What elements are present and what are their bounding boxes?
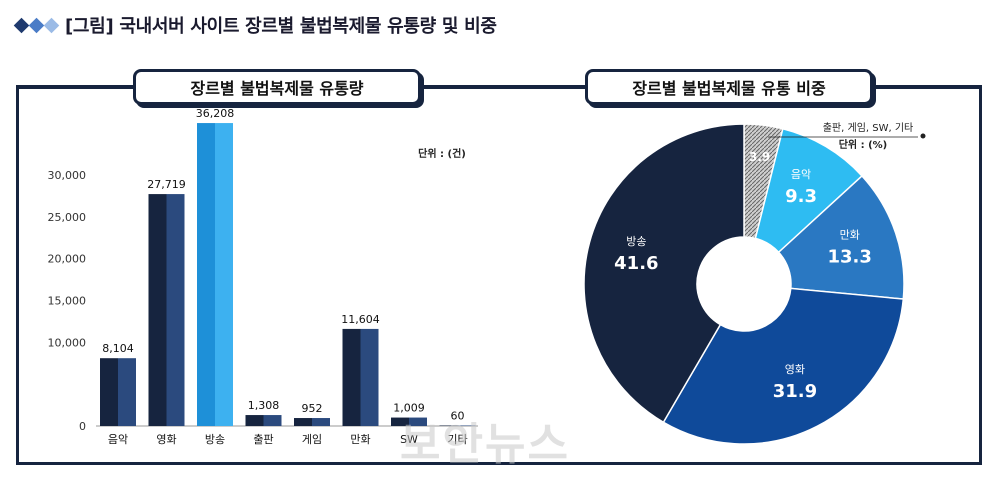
pie-slice-name: 영화 <box>785 363 805 376</box>
pie-slice-value: 3.9 <box>749 150 770 164</box>
x-tick-label: 출판 <box>253 433 273 446</box>
bar-shade-음악 <box>118 358 136 426</box>
bar-shade-기타 <box>457 425 476 426</box>
bar-만화 <box>342 328 361 426</box>
x-tick-label: 방송 <box>205 433 225 446</box>
x-tick-label: SW <box>400 433 418 446</box>
bar-shade-SW <box>409 417 427 426</box>
bar-방송 <box>197 123 215 427</box>
y-tick-label: 10,000 <box>48 336 87 349</box>
bar-value-label: 952 <box>302 402 323 415</box>
y-tick-label: 0 <box>79 420 86 433</box>
bar-value-label: 8,104 <box>102 342 134 355</box>
bar-출판 <box>245 415 264 426</box>
pie-slice-value: 9.3 <box>785 186 817 207</box>
pie-annotation-label: 출판, 게임, SW, 기타 <box>823 121 914 134</box>
bar-chart-title: 장르별 불법복제물 유통량 <box>133 69 421 105</box>
x-tick-label: 영화 <box>156 433 176 446</box>
pie-slice-만화 <box>777 174 905 300</box>
pie-slice-value: 41.6 <box>614 253 658 274</box>
bar-게임 <box>294 418 312 426</box>
page-header: [그림] 국내서버 사이트 장르별 불법복제물 유통량 및 비중 <box>13 12 497 38</box>
x-tick-label: 음악 <box>108 433 128 446</box>
bar-value-label: 27,719 <box>147 178 186 191</box>
bar-unit-label: 단위 : (건) <box>418 147 466 160</box>
x-tick-label: 기타 <box>447 433 467 446</box>
bar-영화 <box>148 194 167 426</box>
watermark-text: 보안뉴스 <box>400 419 570 470</box>
bar-shade-방송 <box>215 123 233 427</box>
y-tick-label: 25,000 <box>48 211 87 224</box>
pie-slice-value: 31.9 <box>773 381 817 402</box>
pie-slice-value: 13.3 <box>828 247 872 268</box>
pie-slice-방송 <box>583 123 745 424</box>
bar-shade-출판 <box>263 415 282 426</box>
bar-SW <box>391 417 409 426</box>
bar-value-label: 60 <box>451 409 465 422</box>
pie-unit-label: 단위 : (%) <box>839 138 888 151</box>
pie-slice-name: 만화 <box>840 229 860 242</box>
bar-기타 <box>439 425 458 426</box>
bar-value-label: 36,208 <box>196 107 235 120</box>
bar-shade-만화 <box>360 328 379 426</box>
x-tick-label: 게임 <box>302 433 322 446</box>
bar-음악 <box>100 358 118 426</box>
pie-slice-영화 <box>662 287 905 445</box>
bar-value-label: 1,009 <box>393 402 425 415</box>
pie-annotation-dot <box>920 133 926 139</box>
x-tick-label: 만화 <box>350 433 370 446</box>
bar-value-label: 1,308 <box>248 399 280 412</box>
bar-shade-영화 <box>166 194 185 426</box>
pie-chart-title: 장르별 불법복제물 유통 비중 <box>585 69 873 105</box>
y-tick-label: 20,000 <box>48 253 87 266</box>
pie-slice-name: 방송 <box>626 235 646 248</box>
bar-value-label: 11,604 <box>341 313 380 326</box>
page-title: [그림] 국내서버 사이트 장르별 불법복제물 유통량 및 비중 <box>65 16 497 37</box>
bar-shade-게임 <box>312 418 330 426</box>
y-tick-label: 15,000 <box>48 295 87 308</box>
y-tick-label: 30,000 <box>48 169 87 182</box>
chart-frame <box>16 85 982 465</box>
pie-slice-name: 음악 <box>791 168 811 181</box>
